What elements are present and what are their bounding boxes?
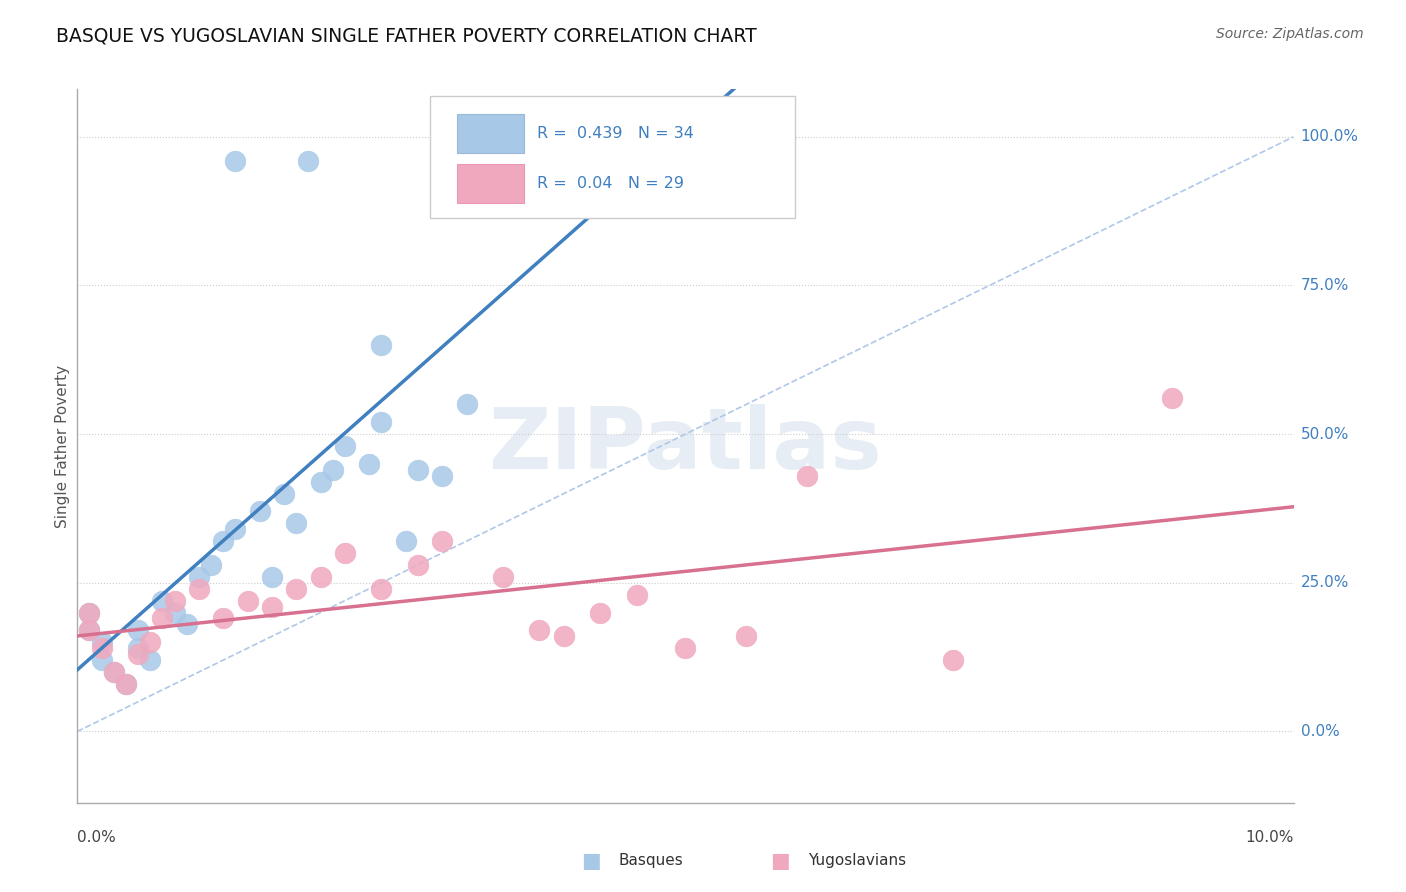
Point — [430, 534, 453, 549]
Text: ZIPatlas: ZIPatlas — [488, 404, 883, 488]
Text: 50.0%: 50.0% — [1301, 426, 1348, 442]
Point — [103, 665, 125, 679]
Text: BASQUE VS YUGOSLAVIAN SINGLE FATHER POVERTY CORRELATION CHART: BASQUE VS YUGOSLAVIAN SINGLE FATHER POVE… — [56, 27, 756, 45]
Point — [285, 516, 308, 531]
Point — [224, 522, 246, 536]
Point — [103, 665, 125, 679]
Point — [942, 653, 965, 667]
Point — [1161, 392, 1184, 406]
Text: 0.0%: 0.0% — [77, 830, 117, 845]
Point — [456, 397, 478, 411]
Point — [626, 588, 648, 602]
Point — [297, 153, 319, 168]
Point — [79, 606, 101, 620]
Point — [796, 468, 818, 483]
Point — [309, 475, 332, 489]
Point — [176, 617, 198, 632]
Point — [529, 624, 551, 638]
Point — [79, 606, 101, 620]
Point — [260, 599, 283, 614]
Point — [79, 624, 101, 638]
Point — [163, 593, 186, 607]
Text: 25.0%: 25.0% — [1301, 575, 1348, 591]
Point — [79, 624, 101, 638]
Point — [115, 677, 138, 691]
Text: Source: ZipAtlas.com: Source: ZipAtlas.com — [1216, 27, 1364, 41]
Bar — [457, 114, 523, 153]
Point — [359, 457, 381, 471]
Point — [395, 534, 418, 549]
Point — [492, 570, 515, 584]
Point — [285, 582, 308, 596]
Text: 10.0%: 10.0% — [1246, 830, 1294, 845]
Point — [406, 558, 429, 572]
Text: R =  0.04   N = 29: R = 0.04 N = 29 — [537, 176, 685, 191]
Text: R =  0.439   N = 34: R = 0.439 N = 34 — [537, 126, 695, 141]
Point — [115, 677, 138, 691]
Point — [236, 593, 259, 607]
Text: 75.0%: 75.0% — [1301, 278, 1348, 293]
Point — [188, 582, 211, 596]
Point — [675, 641, 697, 656]
Point — [90, 653, 112, 667]
Point — [333, 546, 356, 560]
Point — [90, 635, 112, 649]
Y-axis label: Single Father Poverty: Single Father Poverty — [55, 365, 70, 527]
Text: 100.0%: 100.0% — [1301, 129, 1358, 145]
Point — [322, 463, 344, 477]
Point — [430, 468, 453, 483]
Point — [370, 338, 392, 352]
Point — [273, 486, 295, 500]
Text: Basques: Basques — [619, 854, 683, 868]
Point — [260, 570, 283, 584]
Bar — [457, 164, 523, 203]
Text: ■: ■ — [581, 851, 600, 871]
Point — [224, 153, 246, 168]
Point — [212, 611, 235, 625]
Text: 0.0%: 0.0% — [1301, 724, 1340, 739]
Point — [589, 606, 612, 620]
Point — [152, 593, 174, 607]
Point — [127, 624, 149, 638]
Point — [127, 641, 149, 656]
Point — [467, 153, 489, 168]
Text: Yugoslavians: Yugoslavians — [808, 854, 907, 868]
Point — [200, 558, 222, 572]
Point — [139, 653, 162, 667]
Point — [127, 647, 149, 661]
Point — [188, 570, 211, 584]
Point — [553, 629, 575, 643]
Text: ■: ■ — [770, 851, 790, 871]
Point — [309, 570, 332, 584]
Point — [249, 504, 271, 518]
FancyBboxPatch shape — [430, 96, 794, 218]
Point — [90, 641, 112, 656]
Point — [529, 153, 551, 168]
Point — [370, 415, 392, 429]
Point — [735, 629, 758, 643]
Point — [163, 606, 186, 620]
Point — [406, 463, 429, 477]
Point — [152, 611, 174, 625]
Point — [370, 582, 392, 596]
Point — [333, 439, 356, 453]
Point — [139, 635, 162, 649]
Point — [212, 534, 235, 549]
